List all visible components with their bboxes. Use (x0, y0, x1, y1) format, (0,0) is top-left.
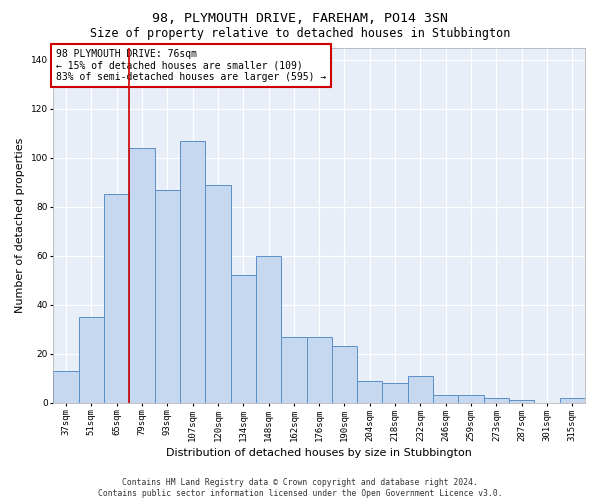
Bar (155, 190, 180, 403)
Bar (433, 396, 458, 403)
Bar (256, 256, 281, 403)
Bar (458, 396, 484, 403)
Bar (281, 336, 307, 403)
Bar (408, 376, 433, 403)
Bar (104, 194, 130, 403)
Bar (357, 380, 382, 403)
Bar (509, 400, 535, 403)
Bar (180, 140, 205, 403)
Y-axis label: Number of detached properties: Number of detached properties (15, 138, 25, 313)
Bar (205, 184, 230, 403)
Bar (560, 398, 585, 403)
Bar (53, 371, 79, 403)
Bar (307, 336, 332, 403)
Bar (230, 276, 256, 403)
Bar (130, 148, 155, 403)
Bar (332, 346, 357, 403)
Text: 98, PLYMOUTH DRIVE, FAREHAM, PO14 3SN: 98, PLYMOUTH DRIVE, FAREHAM, PO14 3SN (152, 12, 448, 26)
Bar (79, 317, 104, 403)
Text: 98 PLYMOUTH DRIVE: 76sqm
← 15% of detached houses are smaller (109)
83% of semi-: 98 PLYMOUTH DRIVE: 76sqm ← 15% of detach… (56, 50, 326, 82)
Bar (484, 398, 509, 403)
Text: Size of property relative to detached houses in Stubbington: Size of property relative to detached ho… (90, 28, 510, 40)
Text: Contains HM Land Registry data © Crown copyright and database right 2024.
Contai: Contains HM Land Registry data © Crown c… (98, 478, 502, 498)
X-axis label: Distribution of detached houses by size in Stubbington: Distribution of detached houses by size … (166, 448, 472, 458)
Bar (382, 383, 408, 403)
